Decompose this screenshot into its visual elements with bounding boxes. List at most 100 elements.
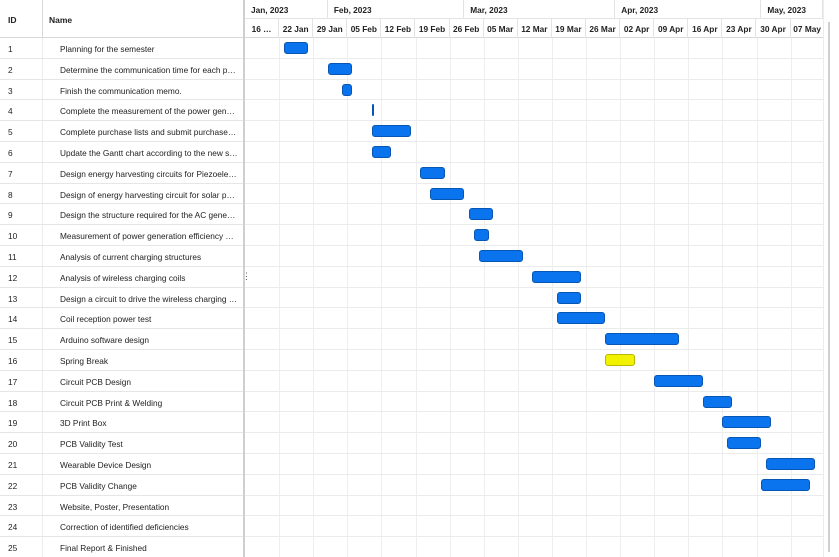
task-bar[interactable] — [327, 62, 353, 75]
grid-row-line — [245, 57, 823, 59]
task-row[interactable]: 1 Planning for the semester — [0, 38, 244, 59]
task-row[interactable]: 23 Website, Poster, Presentation — [0, 495, 244, 517]
grid-column-line — [551, 38, 553, 557]
grid-column-line — [586, 38, 587, 557]
task-bar[interactable] — [532, 270, 582, 283]
scrollbar-thumb[interactable] — [828, 22, 830, 552]
task-row[interactable]: 11 Analysis of current charging structure… — [0, 245, 244, 267]
cell-separator — [42, 121, 43, 141]
task-bar[interactable] — [722, 416, 772, 429]
id-column-header[interactable]: ID — [8, 15, 17, 25]
task-id: 3 — [8, 85, 13, 96]
task-bar[interactable] — [605, 354, 635, 366]
task-row[interactable]: 14 Coil reception power test — [0, 308, 244, 330]
task-name: Planning for the semester — [60, 44, 155, 54]
task-bar[interactable] — [473, 229, 489, 242]
timeline[interactable]: Jan, 2023 Feb, 2023 Mar, 2023 Apr, 2023 May,… — [245, 0, 823, 557]
task-row[interactable]: 3 Finish the communication memo. — [0, 79, 244, 101]
task-bar[interactable] — [727, 437, 762, 450]
grid-column-line — [756, 38, 758, 557]
task-id: 25 — [8, 543, 18, 554]
month-scale: Jan, 2023 Feb, 2023 Mar, 2023 Apr, 2023 May,… — [245, 0, 823, 19]
task-row[interactable]: 13 Design a circuit to drive the wireless… — [0, 287, 244, 309]
cell-separator — [42, 225, 43, 245]
task-bar[interactable] — [702, 395, 733, 408]
cell-separator — [42, 204, 43, 225]
grid-row-line — [245, 390, 823, 392]
task-bar[interactable] — [371, 146, 392, 158]
task-bar[interactable] — [371, 125, 411, 138]
grid-column-line — [381, 38, 383, 557]
task-bar[interactable] — [478, 250, 523, 262]
week-cell: 26 Feb — [450, 19, 484, 38]
task-row[interactable]: 25 Final Report & Finished — [0, 537, 244, 557]
task-name: Complete the measurement of the power ge… — [60, 106, 238, 117]
grid-column-line — [279, 38, 281, 557]
name-column-header[interactable]: Name — [49, 15, 73, 25]
week-label: 12 Mar — [521, 24, 548, 34]
task-name: Design a circuit to drive the wireless c… — [60, 293, 238, 304]
task-bar[interactable] — [469, 208, 494, 221]
task-row[interactable]: 12 Analysis of wireless charging coils — [0, 266, 244, 288]
task-bar[interactable] — [556, 291, 582, 304]
cell-separator — [42, 79, 43, 100]
cell-separator — [42, 474, 43, 495]
task-bar[interactable] — [420, 166, 445, 179]
task-row[interactable]: 21 Wearable Device Design — [0, 453, 244, 475]
task-id: 12 — [8, 272, 18, 283]
grid-column-line — [790, 38, 792, 557]
task-id: 14 — [8, 314, 18, 325]
task-row[interactable]: 19 3D Print Box — [0, 412, 244, 434]
week-cell: 07 May — [791, 19, 823, 38]
task-bar[interactable] — [342, 83, 353, 96]
task-bar[interactable] — [430, 187, 465, 200]
cell-separator — [42, 537, 43, 557]
cell-separator — [42, 516, 43, 537]
week-cell: 19 Mar — [552, 19, 586, 38]
timeline-grid[interactable] — [245, 38, 823, 557]
task-row[interactable]: 5 Complete purchase lists and submit purc… — [0, 121, 244, 142]
task-id: 11 — [8, 251, 17, 262]
task-row[interactable]: 18 Circuit PCB Print & Welding — [0, 391, 244, 413]
vertical-scrollbar[interactable] — [823, 0, 839, 557]
month-label: Apr, 2023 — [621, 5, 659, 15]
task-row[interactable]: 4 Complete the measurement of the power g… — [0, 100, 244, 122]
task-row[interactable]: 24 Correction of identified deficiencies — [0, 516, 244, 538]
task-bar[interactable] — [371, 104, 374, 117]
task-bar[interactable] — [766, 458, 815, 470]
task-row[interactable]: 7 Design energy harvesting circuits for P… — [0, 162, 244, 184]
task-bar[interactable] — [605, 333, 679, 346]
task-bar[interactable] — [556, 312, 606, 325]
cell-separator — [42, 391, 43, 412]
task-row[interactable]: 10 Measurement of power generation effici… — [0, 225, 244, 246]
grid-row-line — [245, 536, 823, 538]
grid-column-line — [722, 38, 724, 557]
task-row[interactable]: 15 Arduino software design — [0, 329, 244, 350]
grid-row-line — [245, 307, 823, 309]
task-row[interactable]: 22 PCB Validity Change — [0, 474, 244, 496]
month-label: Feb, 2023 — [333, 5, 372, 15]
task-bar[interactable] — [761, 478, 811, 491]
task-row[interactable]: 20 PCB Validity Test — [0, 433, 244, 454]
grid-row-line — [245, 349, 823, 350]
task-row[interactable]: 9 Design the structure required for the A… — [0, 204, 244, 226]
task-bar[interactable] — [654, 374, 703, 387]
task-row[interactable]: 6 Update the Gantt chart according to the… — [0, 141, 244, 163]
task-id: 4 — [8, 106, 13, 117]
task-name: Circuit PCB Print & Welding — [60, 397, 163, 408]
cell-separator — [42, 412, 43, 433]
task-row[interactable]: 17 Circuit PCB Design — [0, 370, 244, 392]
task-row[interactable]: 16 Spring Break — [0, 349, 244, 371]
task-row[interactable]: 8 Design of energy harvesting circuit for… — [0, 183, 244, 205]
task-row[interactable]: 2 Determine the communication time for ea… — [0, 58, 244, 80]
task-id: 21 — [8, 459, 18, 470]
column-separator[interactable] — [42, 0, 43, 38]
task-id: 20 — [8, 439, 18, 450]
grid-column-line — [654, 38, 656, 557]
grid-resizer[interactable] — [243, 0, 245, 557]
grid-row-line — [245, 473, 823, 475]
task-bar[interactable] — [283, 42, 309, 54]
task-name: Wearable Device Design — [60, 459, 152, 470]
cell-separator — [42, 38, 43, 58]
grid-column-line — [347, 38, 349, 557]
